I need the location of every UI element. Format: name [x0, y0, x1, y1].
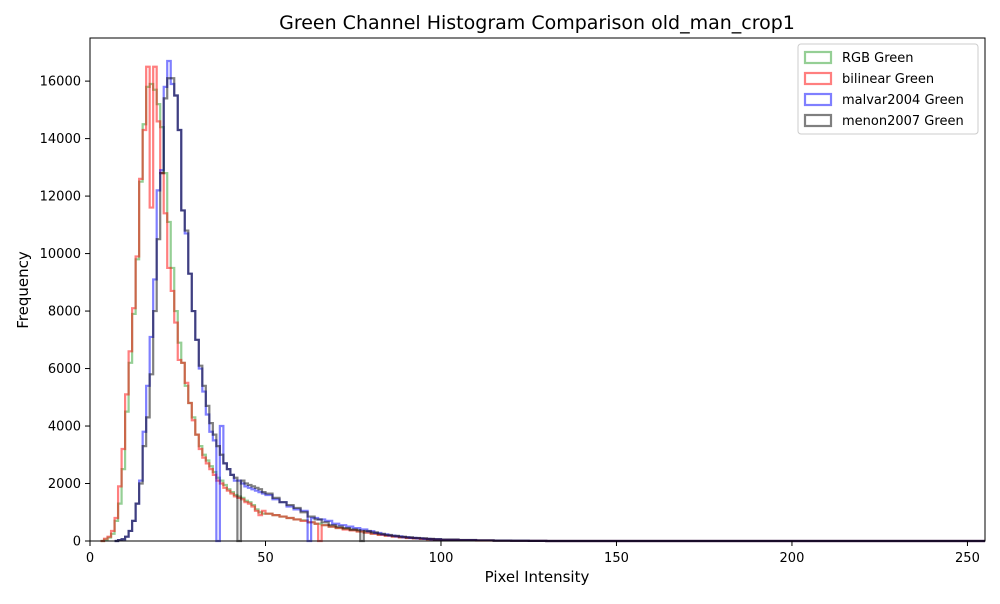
legend-label: bilinear Green — [842, 72, 934, 87]
chart-legend: RGB Green bilinear Green malvar2004 Green m… — [797, 43, 979, 135]
y-axis-label: Frequency — [14, 251, 32, 329]
y-tick-label: 2000 — [48, 477, 81, 492]
y-axis-ticks: 0 2000 4000 6000 8000 10000 12000 14000 16000 — [40, 75, 90, 550]
y-tick-label: 8000 — [48, 305, 81, 320]
y-tick-label: 4000 — [48, 420, 81, 435]
y-tick-label: 14000 — [40, 132, 81, 147]
plot-frame — [89, 37, 986, 542]
x-axis-label: Pixel Intensity — [485, 568, 590, 586]
series-line-3 — [114, 77, 985, 543]
x-tick-label: 50 — [257, 551, 274, 566]
x-tick-label: 150 — [604, 551, 629, 566]
y-tick-label: 0 — [73, 535, 81, 550]
legend-swatch — [803, 71, 833, 86]
legend-frame — [797, 43, 979, 135]
y-tick-label: 12000 — [40, 190, 81, 205]
chart-title: Green Channel Histogram Comparison old_m… — [279, 12, 795, 34]
y-tick-label: 6000 — [48, 362, 81, 377]
legend-label: menon2007 Green — [842, 114, 964, 129]
legend-swatch — [803, 113, 833, 128]
x-tick-label: 100 — [429, 551, 454, 566]
x-tick-label: 250 — [955, 551, 980, 566]
plot-area — [100, 59, 985, 543]
y-tick-label: 10000 — [40, 247, 81, 262]
legend-label: malvar2004 Green — [842, 93, 964, 108]
legend-swatch — [803, 50, 833, 65]
x-axis-ticks: 0 50 100 150 200 250 — [86, 541, 980, 566]
x-tick-label: 200 — [780, 551, 805, 566]
legend-swatch — [803, 92, 833, 107]
x-tick-label: 0 — [86, 551, 94, 566]
legend-label: RGB Green — [842, 51, 914, 66]
y-tick-label: 16000 — [40, 75, 81, 90]
